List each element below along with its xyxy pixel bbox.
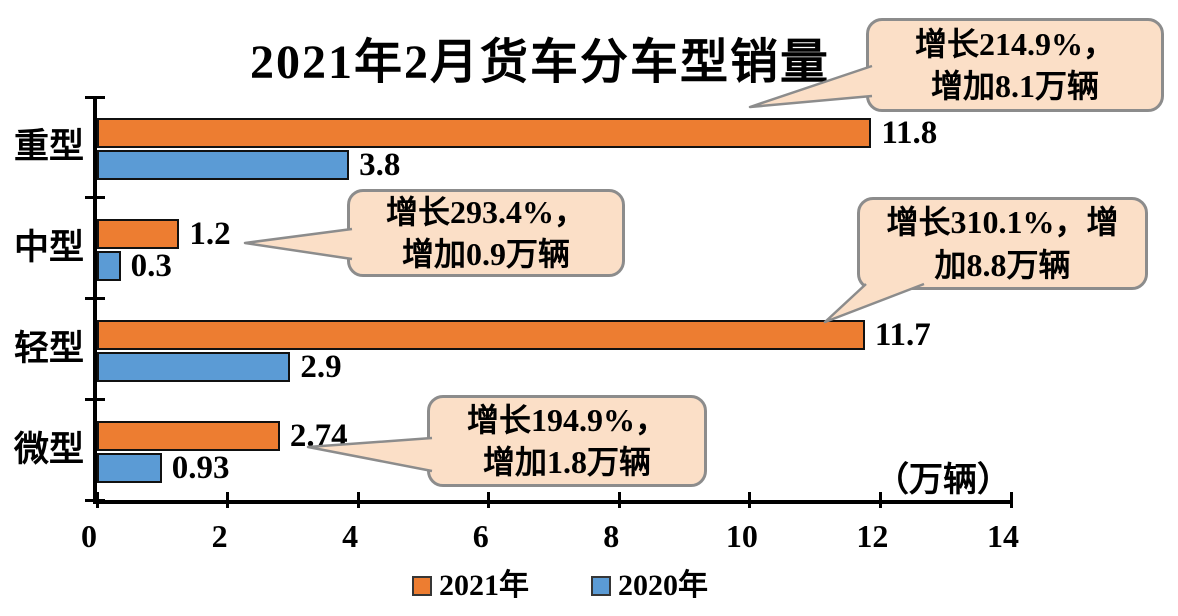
- callout-medium-line1: 增长293.4%，: [385, 193, 586, 230]
- legend: 2021年 2020年: [0, 570, 1120, 602]
- y-axis-tick: [85, 397, 105, 401]
- legend-swatch-2020: [591, 576, 611, 596]
- category-label-3: 轻型: [13, 328, 84, 368]
- bar-2020年-微型: [97, 452, 162, 483]
- y-axis-tick: [85, 95, 105, 99]
- chart-title: 2021年2月货车分车型销量: [249, 36, 830, 89]
- value-label-2020年-重型: 3.8: [359, 147, 401, 184]
- callout-heavy-growth: 增长214.9%， 增加8.1万辆: [866, 18, 1164, 112]
- callout-light-growth: 增长310.1%，增 加8.8万辆: [857, 197, 1148, 290]
- y-axis-tick: [85, 297, 105, 300]
- callout-light-line1: 增长310.1%，增: [886, 204, 1119, 241]
- category-label-2: 中型: [13, 228, 84, 268]
- callout-light-line2: 加8.8万辆: [934, 246, 1071, 283]
- x-axis-tick-2: [226, 492, 230, 508]
- x-axis-tick-6: [487, 492, 491, 508]
- x-axis-tick-12: [878, 492, 882, 508]
- x-axis-label-4: 4: [342, 518, 359, 554]
- legend-label-2021: 2021年: [439, 569, 529, 602]
- x-axis-label-10: 10: [725, 518, 758, 554]
- legend-swatch-2021: [412, 576, 432, 596]
- bar-2020年-重型: [97, 150, 350, 181]
- x-axis-tick-0: [95, 492, 99, 508]
- callout-mini-line2: 增加1.8万辆: [482, 444, 651, 480]
- x-axis-label-6: 6: [472, 518, 489, 554]
- legend-item-2020: 2020年: [591, 570, 708, 602]
- legend-item-2021: 2021年: [412, 570, 529, 602]
- bar-2020年-中型: [97, 251, 121, 282]
- callout-medium-line2: 增加0.9万辆: [401, 236, 570, 272]
- callout-mini-line1: 增长194.9%，: [466, 401, 667, 438]
- x-axis-tick-10: [748, 492, 752, 508]
- x-axis-label-2: 2: [211, 518, 228, 554]
- value-label-2021年-重型: 11.8: [881, 115, 938, 152]
- y-axis-tick: [85, 196, 105, 200]
- bar-2021年-轻型: [97, 319, 865, 350]
- y-axis-tick: [85, 498, 105, 502]
- x-axis-label-0: 0: [81, 518, 97, 554]
- callout-mini-growth: 增长194.9%， 增加1.8万辆: [427, 395, 707, 487]
- x-axis-unit-label: （万辆）: [875, 462, 1011, 499]
- x-axis-label-14: 14: [987, 518, 1019, 554]
- bar-2021年-重型: [97, 118, 872, 149]
- callout-heavy-line2: 增加8.1万辆: [930, 68, 1099, 104]
- callout-medium-growth: 增长293.4%， 增加0.9万辆: [347, 189, 625, 277]
- category-label-4: 微型: [13, 429, 84, 469]
- callout-heavy-line1: 增长214.9%，: [914, 25, 1115, 62]
- value-label-2020年-微型: 0.93: [171, 449, 230, 486]
- value-label-2020年-轻型: 2.9: [300, 348, 342, 385]
- bar-2020年-轻型: [97, 351, 291, 382]
- x-axis-tick-8: [617, 492, 621, 508]
- value-label-2020年-中型: 0.3: [130, 248, 172, 285]
- x-axis-label-8: 8: [603, 518, 620, 554]
- x-axis-label-12: 12: [856, 518, 889, 554]
- value-label-2021年-轻型: 11.7: [874, 316, 931, 353]
- value-label-2021年-中型: 1.2: [189, 216, 231, 253]
- category-label-1: 重型: [13, 127, 84, 167]
- bar-2021年-微型: [97, 420, 280, 451]
- value-label-2021年-微型: 2.74: [289, 417, 348, 454]
- x-axis-tick-4: [356, 492, 360, 508]
- x-axis-tick-14: [1009, 492, 1013, 508]
- legend-label-2020: 2020年: [618, 569, 708, 602]
- bar-2021年-中型: [97, 219, 180, 250]
- plot-area: 11.8 3.8 1.2 0.3 11.7 2.9 2.74 0.93: [93, 97, 1011, 504]
